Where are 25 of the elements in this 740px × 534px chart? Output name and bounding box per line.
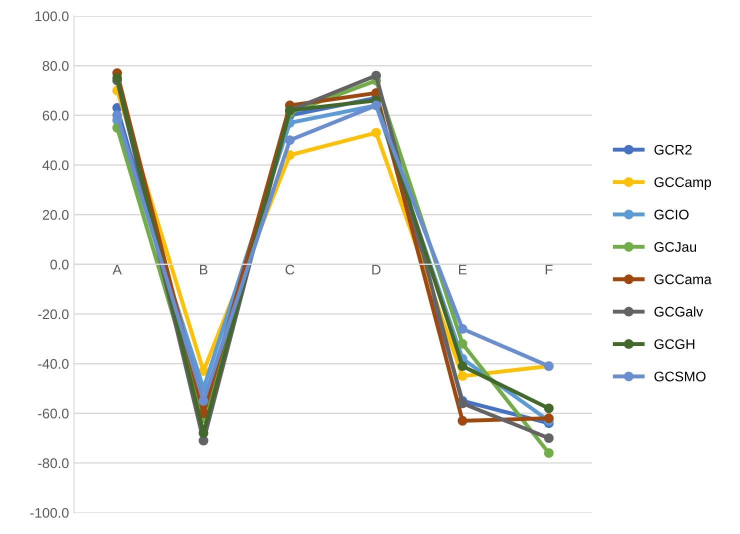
x-tick-label: C	[286, 264, 294, 275]
y-tick-label: 80.0	[42, 61, 69, 71]
y-tick-label: -100.0	[30, 508, 69, 518]
x-tick-label: A	[112, 264, 122, 274]
x-tick-label: B	[200, 264, 208, 274]
x-tick-label: D	[372, 264, 381, 274]
y-tick-label: 0.0	[50, 260, 69, 270]
y-tick-label: 20.0	[42, 210, 69, 220]
y-tick-label: 100.0	[35, 11, 69, 22]
y-tick-label: 60.0	[42, 110, 69, 121]
x-tick-label: F	[546, 264, 553, 274]
x-tick-label: E	[459, 264, 467, 274]
legend-label: GCCamp	[654, 177, 712, 190]
y-tick-label: -80.0	[38, 458, 69, 468]
y-tick-label: -40.0	[38, 358, 69, 369]
y-tick-label: -20.0	[38, 309, 69, 320]
y-tick-label: 40.0	[42, 160, 69, 170]
y-tick-label: -60.0	[38, 408, 69, 418]
legend-label: GCGH	[654, 339, 694, 350]
legend-label: GCCama	[654, 274, 712, 284]
legend-label: GCR2	[654, 144, 692, 155]
legend-label: GCJau	[654, 242, 696, 252]
legend-label: GCIO	[654, 210, 689, 220]
legend-label: GCSMO	[654, 372, 706, 382]
legend-label: GCGalv	[654, 306, 704, 317]
